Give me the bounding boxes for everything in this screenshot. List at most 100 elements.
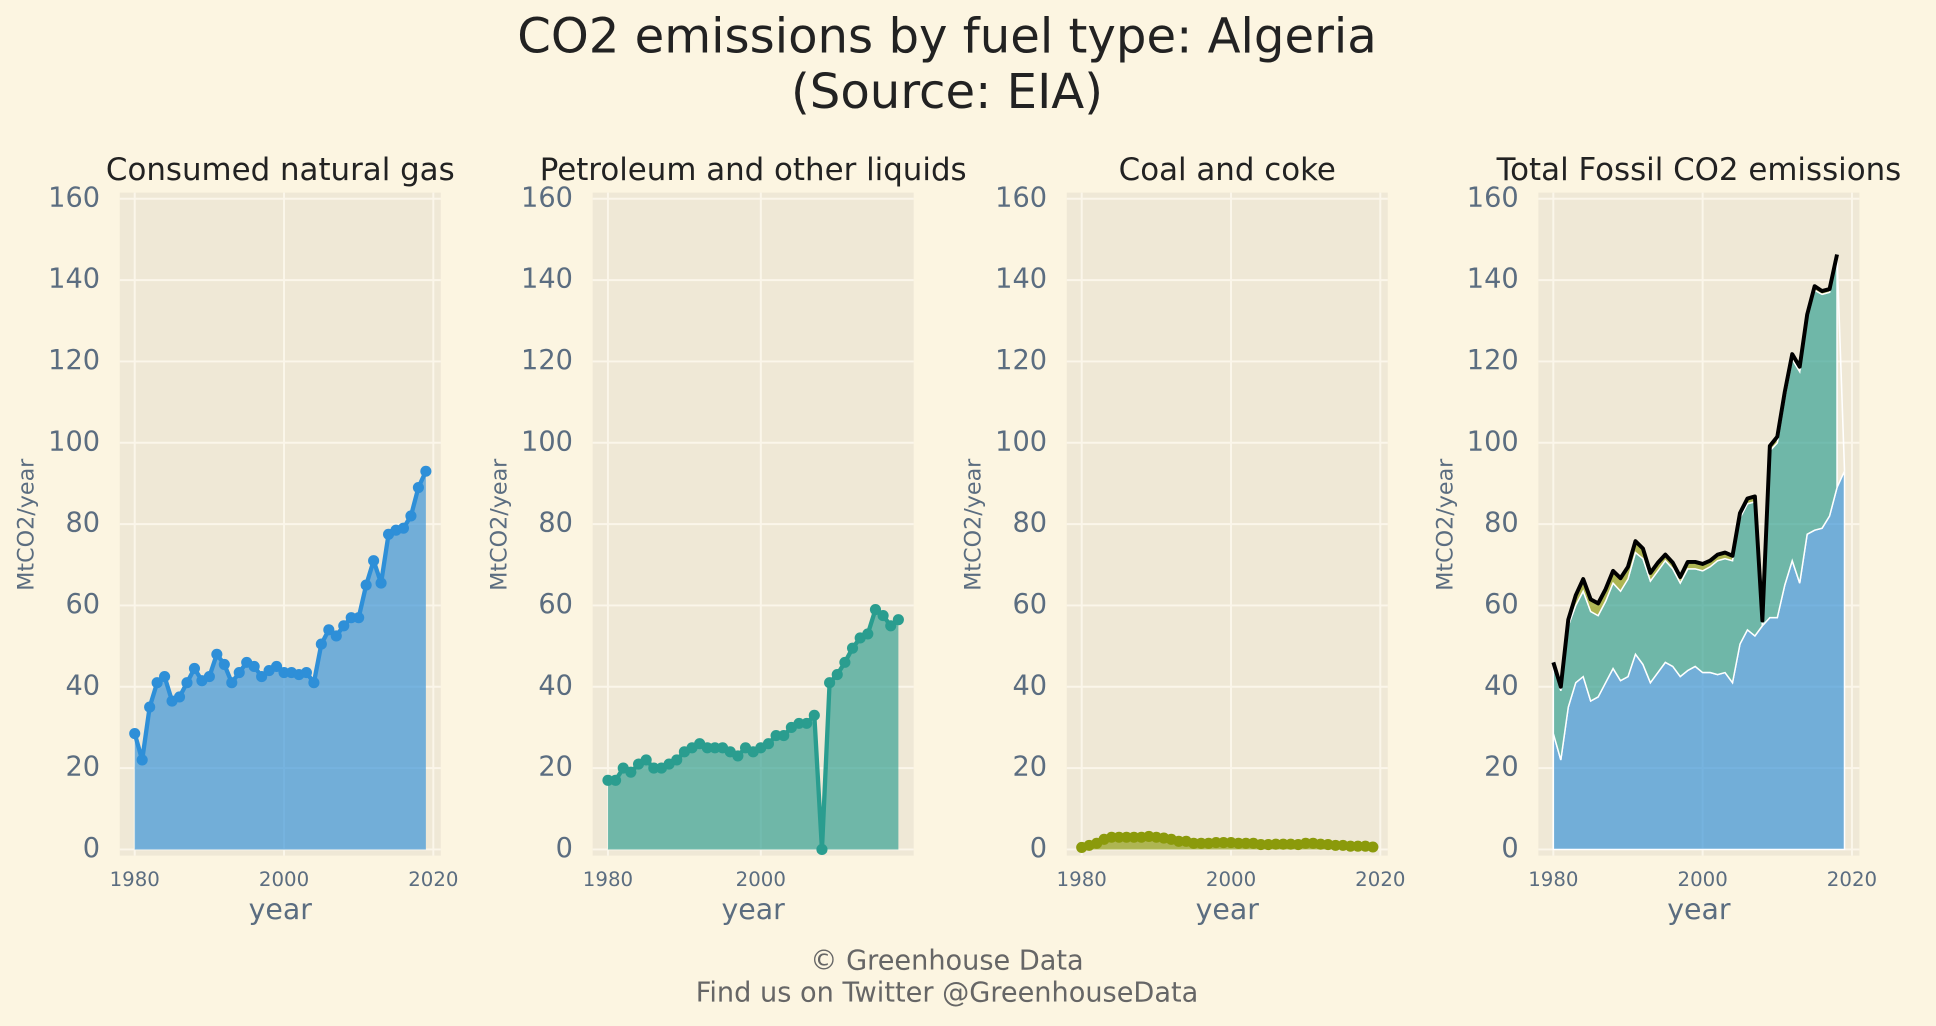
x-tick-label: 2020 <box>1355 868 1405 891</box>
point <box>330 630 342 642</box>
point <box>271 660 283 673</box>
point <box>869 603 882 616</box>
point <box>839 656 851 668</box>
y-tick-label: 60 <box>538 589 573 620</box>
y-tick-label: 80 <box>1484 508 1519 539</box>
panel-title: Coal and coke <box>1119 152 1336 188</box>
y-tick-label: 40 <box>65 670 100 701</box>
point <box>412 481 424 494</box>
point <box>709 742 721 754</box>
point <box>862 628 874 640</box>
y-tick-label: 120 <box>995 345 1047 376</box>
y-tick-label: 160 <box>1467 182 1519 213</box>
point <box>248 660 260 673</box>
point <box>129 727 141 740</box>
point <box>610 774 622 786</box>
point <box>770 730 782 742</box>
y-tick-label: 0 <box>556 833 573 864</box>
point <box>420 465 432 477</box>
point <box>323 624 335 636</box>
point <box>144 701 156 713</box>
y-tick-label: 120 <box>48 345 100 376</box>
y-tick-label: 20 <box>65 752 100 783</box>
point <box>360 579 372 591</box>
y-tick-label: 0 <box>1030 833 1047 864</box>
point <box>233 666 245 679</box>
y-tick-label: 120 <box>521 345 573 376</box>
point <box>136 754 148 766</box>
point <box>625 766 637 778</box>
x-tick-label: 2000 <box>1678 868 1728 891</box>
y-tick-label: 160 <box>995 182 1047 213</box>
point <box>338 620 350 632</box>
point <box>778 730 790 742</box>
x-tick-label: 1980 <box>1057 868 1107 891</box>
y-tick-label: 80 <box>1012 508 1047 539</box>
point <box>808 709 820 721</box>
y-tick-label: 40 <box>1484 670 1519 701</box>
point <box>701 742 713 754</box>
point <box>1367 841 1379 853</box>
point <box>762 738 775 750</box>
panel-title: Petroleum and other liquids <box>540 152 967 188</box>
point <box>256 671 268 683</box>
point <box>846 642 859 654</box>
y-tick-label: 100 <box>521 426 573 457</box>
point <box>824 677 836 689</box>
point <box>892 614 904 626</box>
point <box>300 666 312 679</box>
point <box>671 754 683 766</box>
x-tick-label: 2000 <box>1206 868 1256 891</box>
point <box>203 671 215 683</box>
y-tick-label: 140 <box>521 264 573 295</box>
point <box>801 717 813 729</box>
point <box>816 843 828 855</box>
x-tick-label: 2000 <box>259 868 309 891</box>
y-tick-label: 0 <box>83 833 100 864</box>
footer: © Greenhouse Data <box>810 945 1083 976</box>
y-axis-label: MtCO2/year <box>487 458 513 591</box>
y-tick-label: 40 <box>538 670 573 701</box>
point <box>173 691 186 703</box>
figure-subtitle: (Source: EIA) <box>791 64 1103 120</box>
x-axis-label: year <box>1196 893 1260 926</box>
point <box>648 762 660 774</box>
point <box>315 638 327 650</box>
point <box>640 754 652 766</box>
x-tick-label: 1980 <box>110 868 160 891</box>
point <box>188 662 201 675</box>
y-tick-label: 140 <box>1467 264 1519 295</box>
point <box>375 577 387 589</box>
y-tick-label: 100 <box>48 426 100 457</box>
x-tick-label: 2000 <box>736 868 786 891</box>
point <box>353 612 365 624</box>
y-axis-label: MtCO2/year <box>961 458 987 591</box>
y-tick-label: 120 <box>1467 345 1519 376</box>
point <box>602 774 614 786</box>
x-tick-label: 2020 <box>408 868 458 891</box>
point <box>308 677 320 689</box>
point <box>831 669 843 681</box>
x-axis-label: year <box>722 893 786 926</box>
point <box>368 555 380 567</box>
point <box>885 620 897 632</box>
y-tick-label: 100 <box>995 426 1047 457</box>
point <box>877 610 889 622</box>
y-axis-label: MtCO2/year <box>14 458 40 591</box>
figure-title: CO2 emissions by fuel type: Algeria <box>517 9 1377 65</box>
area <box>134 471 426 850</box>
point <box>405 510 417 522</box>
point <box>218 658 230 670</box>
x-tick-label: 1980 <box>1528 868 1578 891</box>
footer: Find us on Twitter @GreenhouseData <box>696 977 1199 1008</box>
y-tick-label: 100 <box>1467 426 1519 457</box>
total-line <box>1551 254 1839 689</box>
point <box>211 648 223 660</box>
y-tick-label: 20 <box>1484 752 1519 783</box>
y-tick-label: 60 <box>1484 589 1519 620</box>
y-tick-label: 140 <box>995 264 1047 295</box>
y-tick-label: 80 <box>538 508 573 539</box>
y-tick-label: 140 <box>48 264 100 295</box>
